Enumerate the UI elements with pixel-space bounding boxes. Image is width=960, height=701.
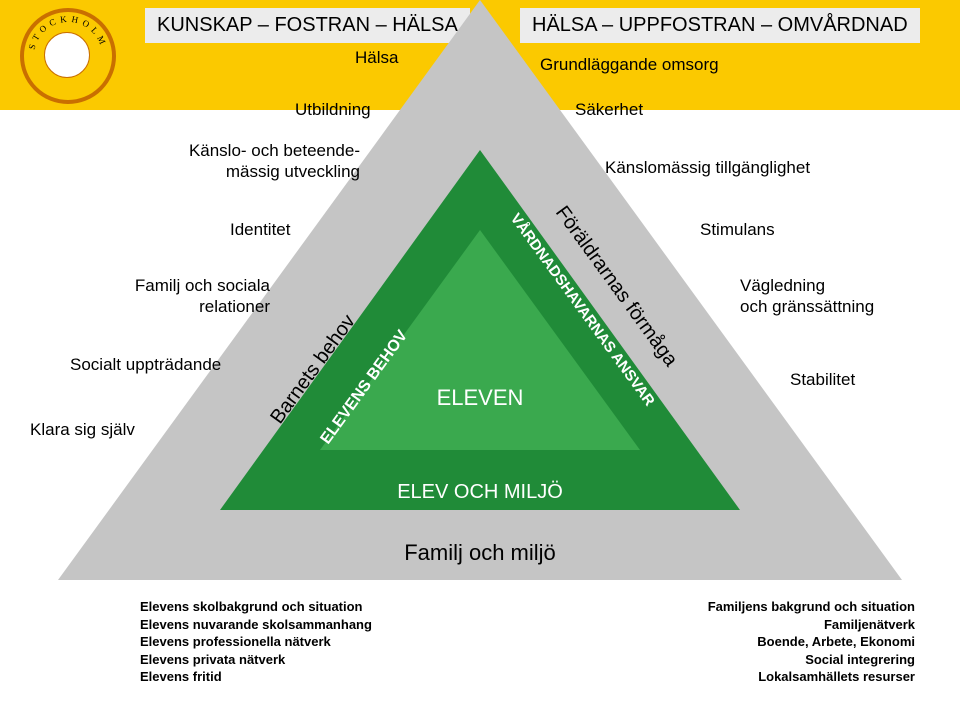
left-kanslo: Känslo- och beteende- mässig utveckling	[160, 140, 360, 183]
right-stabilitet: Stabilitet	[790, 370, 855, 390]
left-familj: Familj och sociala relationer	[110, 275, 270, 318]
right-vagledning: Vägledning och gränssättning	[740, 275, 874, 318]
br-1: Familjens bakgrund och situation	[708, 598, 915, 616]
triangle-diagram: Barnets behov ELEVENS BEHOV Föräldrarnas…	[0, 0, 960, 701]
right-kanslom: Känslomässig tillgänglighet	[605, 158, 810, 178]
left-kanslo-l1: Känslo- och beteende-	[189, 141, 360, 160]
right-vagledning-l2: och gränssättning	[740, 297, 874, 316]
left-kanslo-l2: mässig utveckling	[226, 162, 360, 181]
triangle-base-inner: ELEV OCH MILJÖ	[397, 481, 563, 503]
bl-3: Elevens professionella nätverk	[140, 633, 372, 651]
left-identitet: Identitet	[230, 220, 291, 240]
bl-2: Elevens nuvarande skolsammanhang	[140, 616, 372, 634]
right-sakerhet: Säkerhet	[575, 100, 643, 120]
right-vagledning-l1: Vägledning	[740, 276, 825, 295]
triangle-base-outer: Familj och miljö	[404, 540, 556, 565]
left-utbildning: Utbildning	[295, 100, 371, 120]
bl-1: Elevens skolbakgrund och situation	[140, 598, 372, 616]
br-5: Lokalsamhällets resurser	[708, 668, 915, 686]
left-familj-l2: relationer	[199, 297, 270, 316]
bottom-left-list: Elevens skolbakgrund och situation Eleve…	[140, 598, 372, 686]
right-grund: Grundläggande omsorg	[540, 55, 719, 75]
left-halsa: Hälsa	[355, 48, 398, 68]
triangle-center: ELEVEN	[437, 385, 524, 410]
right-stimulans: Stimulans	[700, 220, 775, 240]
bottom-right-list: Familjens bakgrund och situation Familje…	[708, 598, 915, 686]
bl-4: Elevens privata nätverk	[140, 651, 372, 669]
left-socialt: Socialt uppträdande	[70, 355, 221, 375]
bl-5: Elevens fritid	[140, 668, 372, 686]
br-4: Social integrering	[708, 651, 915, 669]
br-2: Familjenätverk	[708, 616, 915, 634]
left-klara: Klara sig själv	[30, 420, 135, 440]
br-3: Boende, Arbete, Ekonomi	[708, 633, 915, 651]
left-familj-l1: Familj och sociala	[135, 276, 270, 295]
